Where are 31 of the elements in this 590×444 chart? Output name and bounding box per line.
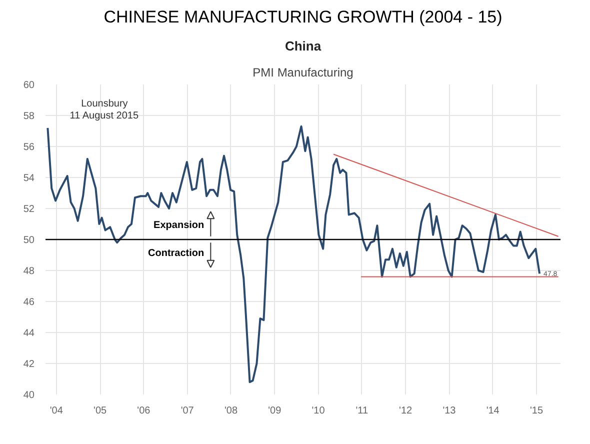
y-tick-label: 52 — [23, 204, 35, 215]
x-tick-label: '12 — [399, 406, 413, 416]
x-tick-label: '14 — [486, 406, 500, 416]
annotation: Contraction — [148, 248, 204, 259]
y-tick-label: 50 — [23, 235, 35, 246]
x-tick-label: '04 — [50, 406, 64, 416]
y-tick-label: 42 — [23, 359, 35, 370]
x-tick-label: '10 — [312, 406, 326, 416]
x-tick-label: '06 — [137, 406, 151, 416]
y-tick-label: 54 — [23, 173, 35, 184]
x-tick-label: '05 — [94, 406, 108, 416]
y-tick-label: 44 — [23, 328, 35, 339]
x-tick-label: '07 — [180, 406, 194, 416]
line-series — [46, 125, 541, 384]
annotation: Lounsbury — [81, 98, 128, 110]
y-tick-label: 58 — [23, 111, 35, 122]
y-tick-label: 60 — [23, 80, 35, 91]
x-tick-label: '08 — [224, 406, 238, 416]
x-tick-label: '13 — [442, 406, 456, 416]
y-tick-label: 46 — [23, 297, 35, 308]
chart-subtitle: China — [284, 38, 322, 54]
x-tick-label: '15 — [530, 406, 544, 416]
y-tick-label: 48 — [23, 266, 35, 277]
chart-title: CHINESE MANUFACTURING GROWTH (2004 - 15) — [104, 8, 502, 26]
y-tick-label: 40 — [23, 390, 35, 401]
y-tick-label: 56 — [23, 142, 35, 153]
annotation: Expansion — [154, 220, 204, 232]
x-tick-label: '11 — [356, 406, 369, 416]
x-axis-title: PMI Manufacturing — [252, 66, 354, 80]
x-tick-label: '09 — [268, 406, 282, 416]
annotation: 11 August 2015 — [70, 110, 139, 122]
